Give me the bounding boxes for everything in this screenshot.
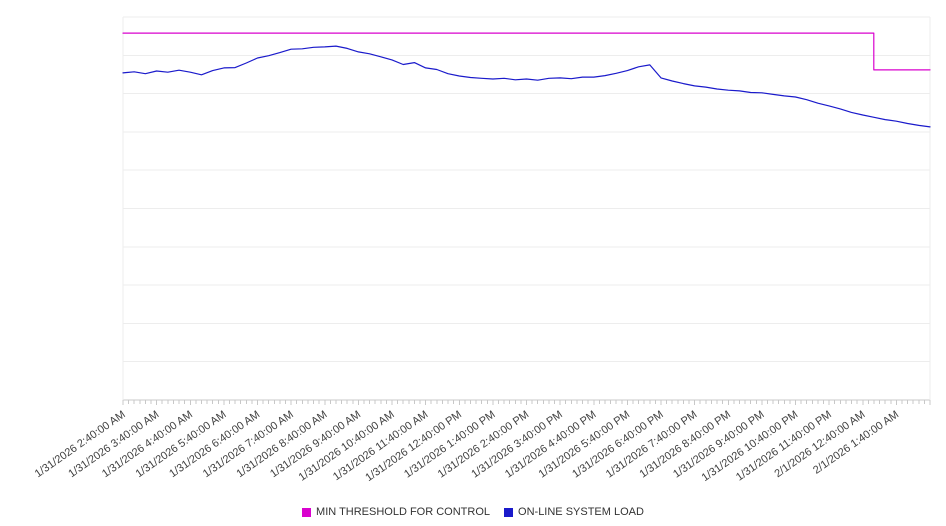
chart-legend: MIN THRESHOLD FOR CONTROL ON-LINE SYSTEM…: [0, 506, 946, 518]
system-load-line: [122, 45, 931, 128]
system-load-swatch-icon: [504, 507, 514, 517]
min-threshold-line: [122, 32, 931, 71]
legend-item-min-threshold[interactable]: MIN THRESHOLD FOR CONTROL: [302, 506, 490, 518]
gridlines: [122, 16, 931, 401]
min-threshold-swatch-icon: [302, 507, 312, 517]
legend-label-min-threshold: MIN THRESHOLD FOR CONTROL: [316, 506, 491, 518]
legend-item-system-load[interactable]: ON-LINE SYSTEM LOAD: [504, 506, 644, 518]
x-axis-labels: 1/31/2026 2:40:00 AM1/31/2026 3:40:00 AM…: [33, 409, 901, 484]
x-axis-ticks: [122, 400, 931, 405]
legend-label-system-load: ON-LINE SYSTEM LOAD: [518, 506, 644, 518]
chart-plot-area: 1/31/2026 2:40:00 AM1/31/2026 3:40:00 AM…: [33, 16, 931, 484]
